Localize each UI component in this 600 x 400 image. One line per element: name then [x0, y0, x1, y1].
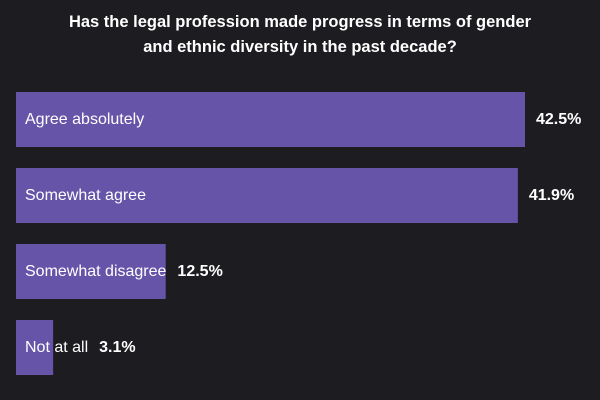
- value-label-3: 12.5%: [177, 263, 222, 280]
- category-label-1: Agree absolutely: [25, 111, 144, 128]
- bar-4: [16, 320, 54, 375]
- category-label-2: Somewhat agree: [25, 187, 146, 204]
- value-label-1: 42.5%: [536, 111, 581, 128]
- bar-1: [16, 92, 525, 147]
- category-label-4: Not at all: [25, 339, 88, 356]
- chart-title-line-2: and ethnic diversity in the past decade?: [143, 38, 457, 56]
- chart-title-line-1: Has the legal profession made progress i…: [68, 13, 532, 31]
- bar-2: [16, 168, 518, 223]
- value-label-4: 3.1%: [99, 339, 135, 356]
- bar-3: [16, 244, 166, 299]
- value-label-2: 41.9%: [529, 187, 574, 204]
- category-label-3: Somewhat disagree: [25, 263, 167, 280]
